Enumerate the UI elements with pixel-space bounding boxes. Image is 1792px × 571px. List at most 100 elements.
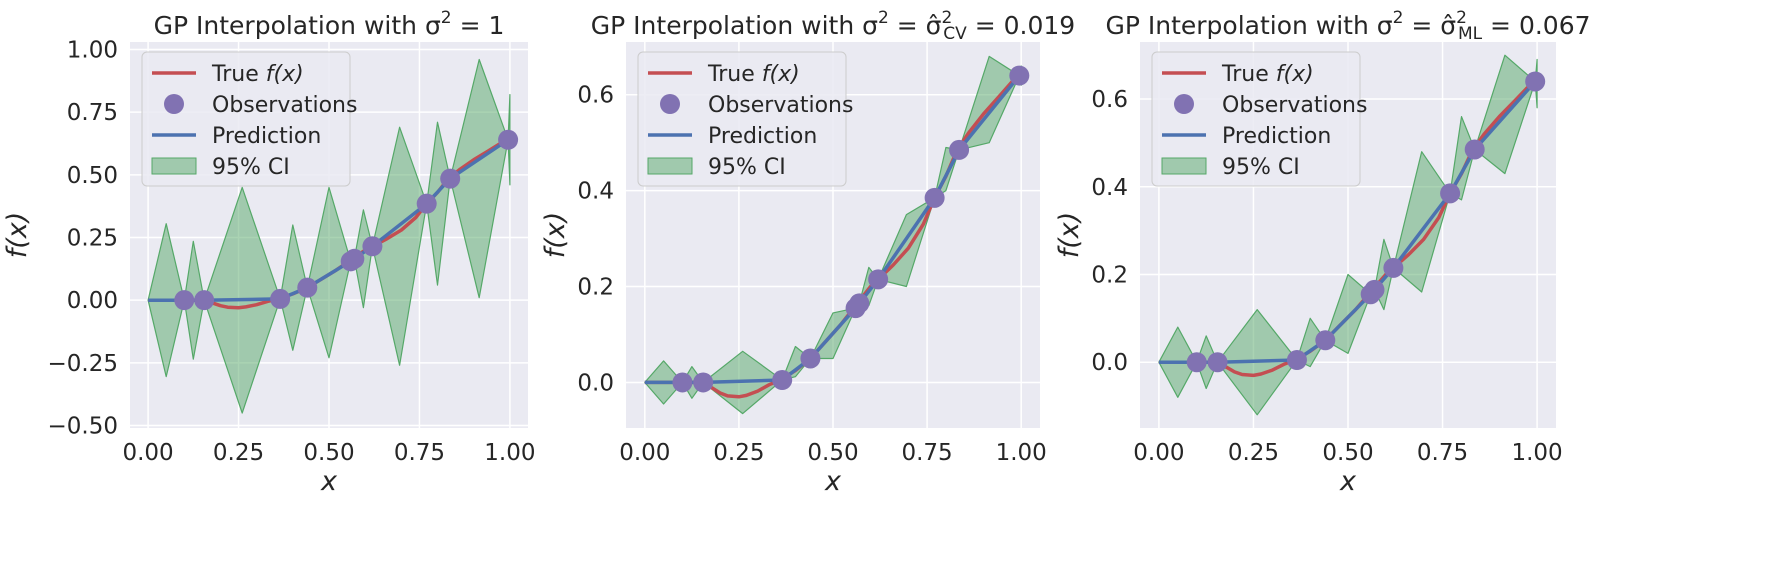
y-tick-label: 0.4 [577,179,614,205]
legend-observations-swatch [660,94,680,114]
title-text: GP Interpolation with σ [591,11,878,40]
legend-true-label: True f(x) [211,62,304,87]
legend-ci-swatch [151,157,197,175]
chart-panel-3: 0.00 0.25 0.50 0.75 1.00 0.0 0.2 0.4 0.6 GP Inter… [1054,8,1591,497]
y-tick-label: 0.0 [1091,350,1128,376]
observation-point [1525,71,1546,92]
plot-content [147,58,519,414]
y-tick-label: 0.6 [577,83,614,109]
legend-ci-label: 95% CI [1222,155,1300,180]
observation-point [800,348,821,369]
observation-point [416,193,437,214]
legend: True f(x) Observations Prediction 95% CI [1151,51,1367,187]
y-tick-label: 0.6 [1091,87,1128,113]
observation-point [849,293,870,314]
legend-ci-swatch [1161,157,1207,175]
observation-point [297,277,318,298]
x-axis-label: x [320,466,338,497]
y-tick-label: 0.50 [67,163,118,189]
x-tick-label: 0.00 [1133,440,1184,466]
observation-point [270,288,291,309]
plot-content [1158,54,1546,416]
legend-true-fx: f(x) [1276,62,1314,87]
y-tick-label: −0.50 [48,413,118,439]
title-subscript: ML [1458,24,1483,44]
title-superscript: 2 [1393,8,1404,28]
legend-prediction-label: Prediction [1222,124,1331,149]
observation-point [693,372,714,393]
observation-point [1207,352,1228,373]
observation-point [1286,350,1307,371]
legend-ci-label: 95% CI [708,155,786,180]
title-text: GP Interpolation with σ [154,11,441,40]
y-tick-label: −0.25 [48,351,118,377]
y-axis-label: f(x) [540,212,571,259]
x-tick-label: 1.00 [1511,440,1562,466]
y-tick-label: 0.75 [67,100,118,126]
y-tick-label: 0.25 [67,226,118,252]
title-text: GP Interpolation with σ [1105,11,1392,40]
x-tick-label: 0.25 [213,440,264,466]
chart-panel-2: 0.00 0.25 0.50 0.75 1.00 0.0 0.2 0.4 0.6 GP Inter… [540,8,1075,497]
legend-ci-label: 95% CI [212,155,290,180]
legend-prediction-label: Prediction [212,124,321,149]
chart-panel-1: 0.00 0.25 0.50 0.75 1.00 −0.50 −0.25 0.00 0.25 0.… [2,8,536,497]
y-axis-label: f(x) [2,212,33,259]
legend-ci-swatch [647,157,693,175]
legend-observations-label: Observations [212,93,357,118]
x-tick-label: 0.50 [303,440,354,466]
legend: True f(x) Observations Prediction 95% CI [637,51,853,187]
x-tick-label: 0.25 [1228,440,1279,466]
title-superscript: 2 [1456,8,1467,28]
x-tick-label: 1.00 [996,440,1047,466]
x-tick-label: 0.50 [1322,440,1373,466]
observation-point [772,370,793,391]
x-axis-label: x [824,466,842,497]
y-tick-label: 0.00 [67,288,118,314]
legend-true-label: True f(x) [707,62,800,87]
legend-true-word: True [707,62,762,87]
chart-title: GP Interpolation with σ2 = σ̂2 ML = 0.067 [1105,8,1590,44]
observation-point [1364,279,1385,300]
observation-point [194,290,215,311]
title-text: = σ̂ [889,11,942,40]
plot-content [644,55,1030,415]
observation-point [1009,65,1030,86]
y-tick-label: 0.4 [1091,175,1128,201]
legend-box [637,51,847,187]
legend-box [141,51,351,187]
observation-point [924,187,945,208]
observation-point [949,139,970,160]
legend-observations-label: Observations [1222,93,1367,118]
x-tick-label: 0.75 [1417,440,1468,466]
title-text: = 1 [452,11,505,40]
observation-point [362,236,383,257]
legend-true-fx: f(x) [762,62,800,87]
title-superscript: 2 [441,8,452,28]
x-tick-label: 0.00 [619,440,670,466]
x-tick-label: 0.25 [713,440,764,466]
legend-true-word: True [1221,62,1276,87]
title-text: = σ̂ [1403,11,1456,40]
chart-title: GP Interpolation with σ2 = 1 [154,8,505,40]
x-tick-label: 0.75 [901,440,952,466]
observation-point [440,168,461,189]
observation-point [498,129,519,150]
x-tick-label: 1.00 [484,440,535,466]
x-axis-label: x [1339,466,1357,497]
x-tick-label: 0.75 [394,440,445,466]
y-axis-label: f(x) [1054,212,1085,259]
legend-box [1151,51,1361,187]
y-tick-label: 0.0 [577,370,614,396]
legend-prediction-label: Prediction [708,124,817,149]
observation-point [1464,139,1485,160]
legend-observations-swatch [1174,94,1194,114]
observation-point [672,372,693,393]
title-text: = 0.067 [1482,11,1590,40]
observation-point [344,248,365,269]
legend-observations-label: Observations [708,93,853,118]
title-subscript: CV [943,24,967,44]
chart-title: GP Interpolation with σ2 = σ̂2 CV = 0.019 [591,8,1075,44]
legend-true-fx: f(x) [266,62,304,87]
